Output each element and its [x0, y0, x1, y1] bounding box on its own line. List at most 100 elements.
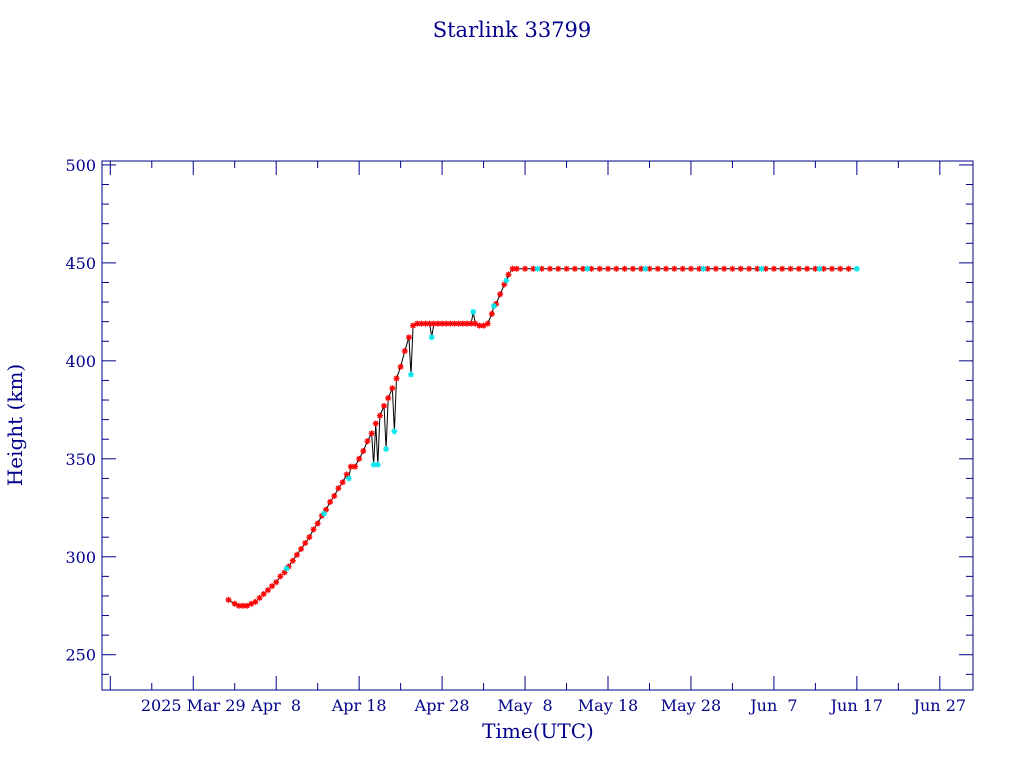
- data-point-series-0: [729, 265, 736, 272]
- data-point-series-0: [571, 265, 578, 272]
- data-point-series-1: [816, 265, 823, 272]
- data-point-series-1: [370, 461, 377, 468]
- data-point-series-0: [447, 320, 454, 327]
- data-point-series-0: [546, 265, 553, 272]
- data-point-series-0: [476, 322, 483, 329]
- data-point-series-0: [293, 551, 300, 558]
- data-point-series-0: [360, 447, 367, 454]
- data-point-series-0: [401, 348, 408, 355]
- y-tick-label: 250: [65, 646, 96, 665]
- data-point-series-0: [376, 412, 383, 419]
- y-tick-label: 450: [65, 254, 96, 273]
- axis-tick-labels: 250 300 350 400 450 500 2025 Mar 29 Apr 8 Apr 18…: [65, 156, 966, 715]
- axis-ticks: [102, 161, 973, 690]
- data-point-series-0: [828, 265, 835, 272]
- data-point-series-0: [397, 363, 404, 370]
- data-point-series-0: [787, 265, 794, 272]
- data-point-series-0: [621, 265, 628, 272]
- data-point-series-0: [455, 320, 462, 327]
- data-point-series-0: [779, 265, 786, 272]
- data-point-series-0: [389, 385, 396, 392]
- x-tick-label: Apr 28: [414, 696, 470, 715]
- series-line: [228, 268, 857, 607]
- data-point-series-1: [428, 334, 435, 341]
- data-point-series-1: [700, 265, 707, 272]
- x-tick-label: May 18: [578, 696, 638, 715]
- data-point-series-1: [374, 461, 381, 468]
- data-point-series-1: [470, 308, 477, 315]
- data-point-series-0: [497, 291, 504, 298]
- data-point-series-0: [654, 265, 661, 272]
- data-point-series-1: [758, 265, 765, 272]
- data-point-series-0: [596, 265, 603, 272]
- data-point-series-0: [405, 334, 412, 341]
- data-point-series-0: [646, 265, 653, 272]
- x-tick-label: Apr 8: [250, 696, 301, 715]
- data-point-series-0: [339, 479, 346, 486]
- data-point-series-0: [505, 271, 512, 278]
- series-markers: [225, 265, 860, 609]
- x-tick-label: May 8: [497, 696, 552, 715]
- x-tick-label: Apr 18: [331, 696, 387, 715]
- data-point-series-0: [298, 545, 305, 552]
- y-tick-label: 500: [65, 156, 96, 175]
- data-point-series-0: [679, 265, 686, 272]
- data-point-series-0: [712, 265, 719, 272]
- data-point-series-0: [613, 265, 620, 272]
- data-point-series-1: [383, 446, 390, 453]
- y-axis-label: Height (km): [3, 364, 27, 486]
- x-tick-label: Jun 17: [829, 696, 883, 715]
- data-point-series-0: [256, 594, 263, 601]
- data-point-series-0: [368, 430, 375, 437]
- data-point-series-0: [364, 438, 371, 445]
- data-point-series-0: [555, 265, 562, 272]
- data-point-series-0: [393, 375, 400, 382]
- data-point-series-0: [385, 395, 392, 402]
- data-point-series-0: [721, 265, 728, 272]
- data-point-series-0: [522, 265, 529, 272]
- data-point-series-0: [845, 265, 852, 272]
- chart-title: Starlink 33799: [433, 18, 592, 42]
- x-tick-label: Jun 7: [748, 696, 797, 715]
- data-point-series-1: [345, 475, 352, 482]
- x-tick-label: 2025 Mar 29: [141, 696, 246, 715]
- data-point-series-0: [306, 534, 313, 541]
- data-point-series-1: [853, 265, 860, 272]
- data-point-series-0: [331, 493, 338, 500]
- data-point-series-0: [372, 420, 379, 427]
- data-point-series-1: [503, 277, 510, 284]
- data-point-series-0: [663, 265, 670, 272]
- data-point-series-0: [381, 402, 388, 409]
- data-point-series-0: [746, 265, 753, 272]
- data-point-series-0: [629, 265, 636, 272]
- data-point-series-0: [264, 587, 271, 594]
- data-point-series-0: [513, 265, 520, 272]
- data-point-series-1: [534, 265, 541, 272]
- x-tick-label: Jun 27: [912, 696, 966, 715]
- data-point-series-1: [320, 510, 327, 517]
- data-point-series-0: [671, 265, 678, 272]
- data-point-series-0: [335, 485, 342, 492]
- data-point-series-1: [407, 371, 414, 378]
- data-point-series-0: [687, 265, 694, 272]
- data-point-series-0: [795, 265, 802, 272]
- data-point-series-0: [347, 463, 354, 470]
- data-point-series-0: [225, 596, 232, 603]
- data-point-series-0: [737, 265, 744, 272]
- plot-border: [101, 160, 974, 691]
- data-point-series-1: [642, 265, 649, 272]
- data-point-series-0: [269, 583, 276, 590]
- data-point-series-0: [605, 265, 612, 272]
- data-point-series-1: [584, 265, 591, 272]
- data-point-series-0: [289, 557, 296, 564]
- x-tick-label: May 28: [661, 696, 721, 715]
- plot-frame: [101, 160, 974, 691]
- data-point-series-0: [804, 265, 811, 272]
- x-axis-label: Time(UTC): [482, 719, 594, 743]
- data-point-series-0: [327, 498, 334, 505]
- data-point-series-0: [356, 455, 363, 462]
- series-lines: [228, 268, 857, 607]
- data-point-series-0: [837, 265, 844, 272]
